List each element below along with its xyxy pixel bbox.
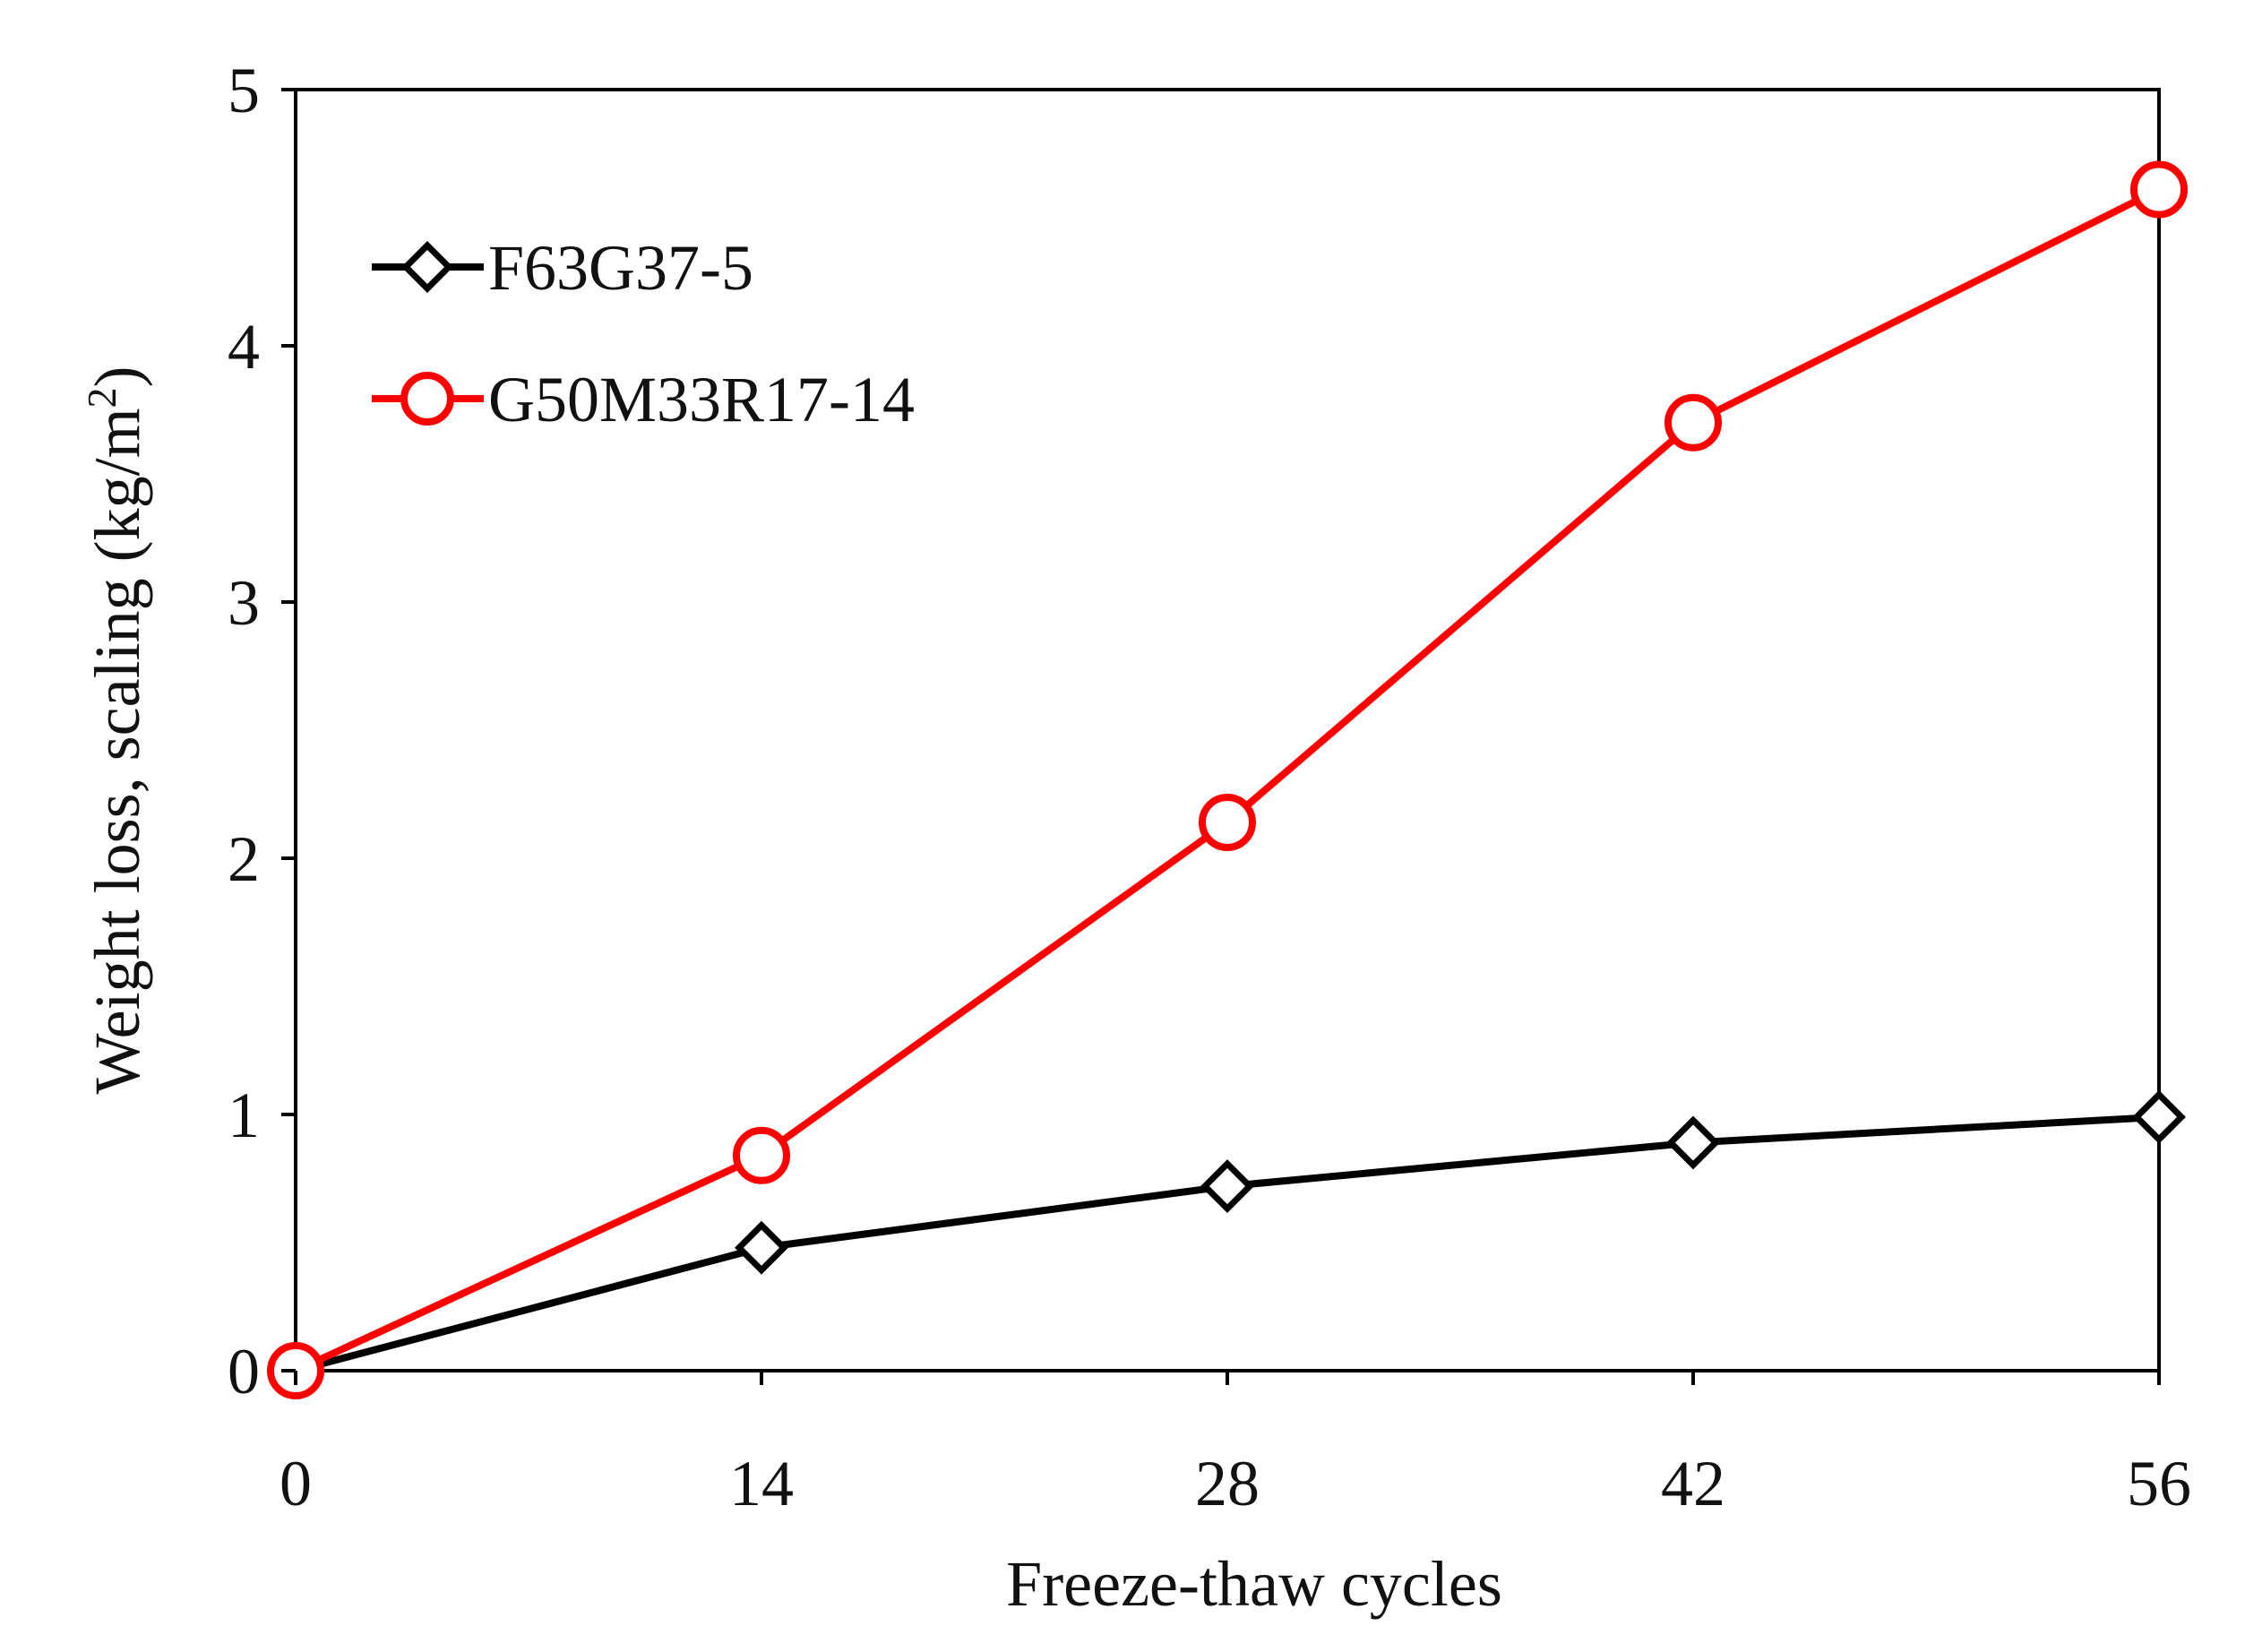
legend-item-g50m33r17-14: G50M33R17-14 [372, 364, 915, 435]
x-axis-ticks: 0 14 28 42 56 [280, 1371, 2191, 1519]
legend-label-f63g37-5: F63G37-5 [488, 232, 753, 304]
data-point-g50m33r17-14 [2130, 160, 2188, 219]
data-point-f63g37-5 [1200, 1159, 1254, 1214]
y-tick-label: 1 [228, 1080, 260, 1151]
legend: F63G37-5 G50M33R17-14 [372, 232, 915, 435]
x-tick-label: 56 [2127, 1448, 2191, 1519]
legend-marker-circle [400, 372, 454, 426]
y-axis-title-main: Weight loss, scaling (kg/m [82, 408, 153, 1094]
legend-marker-diamond [401, 241, 453, 293]
x-axis-title: Freeze-thaw cycles [1006, 1548, 1502, 1620]
y-tick-label: 3 [228, 567, 260, 639]
plot-area [294, 88, 2161, 1372]
data-point-f63g37-5 [735, 1220, 788, 1275]
x-tick-label: 0 [280, 1448, 312, 1519]
y-axis-ticks: 0 1 2 3 4 5 [228, 55, 296, 1407]
legend-item-f63g37-5: F63G37-5 [372, 232, 753, 304]
data-point-f63g37-5 [1666, 1115, 1720, 1170]
x-tick-label: 28 [1195, 1448, 1260, 1519]
legend-label-g50m33r17-14: G50M33R17-14 [488, 364, 915, 435]
data-point-f63g37-5 [2132, 1089, 2186, 1144]
y-axis-title: Weight loss, scaling (kg/m2) [79, 366, 153, 1094]
x-tick-label: 14 [729, 1448, 794, 1519]
y-tick-label: 5 [228, 55, 260, 126]
y-tick-label: 2 [228, 823, 260, 895]
x-tick-label: 42 [1661, 1448, 1725, 1519]
y-axis-title-close: ) [82, 366, 153, 387]
y-axis-title-superscript: 2 [79, 387, 125, 408]
y-tick-label: 4 [228, 311, 260, 383]
series-layer [267, 160, 2188, 1399]
y-tick-label: 0 [228, 1336, 260, 1407]
data-point-g50m33r17-14 [1664, 393, 1722, 452]
data-point-g50m33r17-14 [1199, 793, 1256, 851]
data-point-g50m33r17-14 [733, 1126, 790, 1184]
